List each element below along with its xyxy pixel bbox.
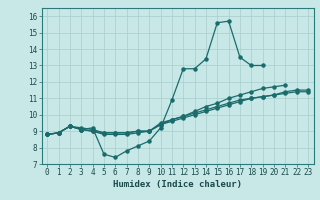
X-axis label: Humidex (Indice chaleur): Humidex (Indice chaleur) bbox=[113, 180, 242, 189]
